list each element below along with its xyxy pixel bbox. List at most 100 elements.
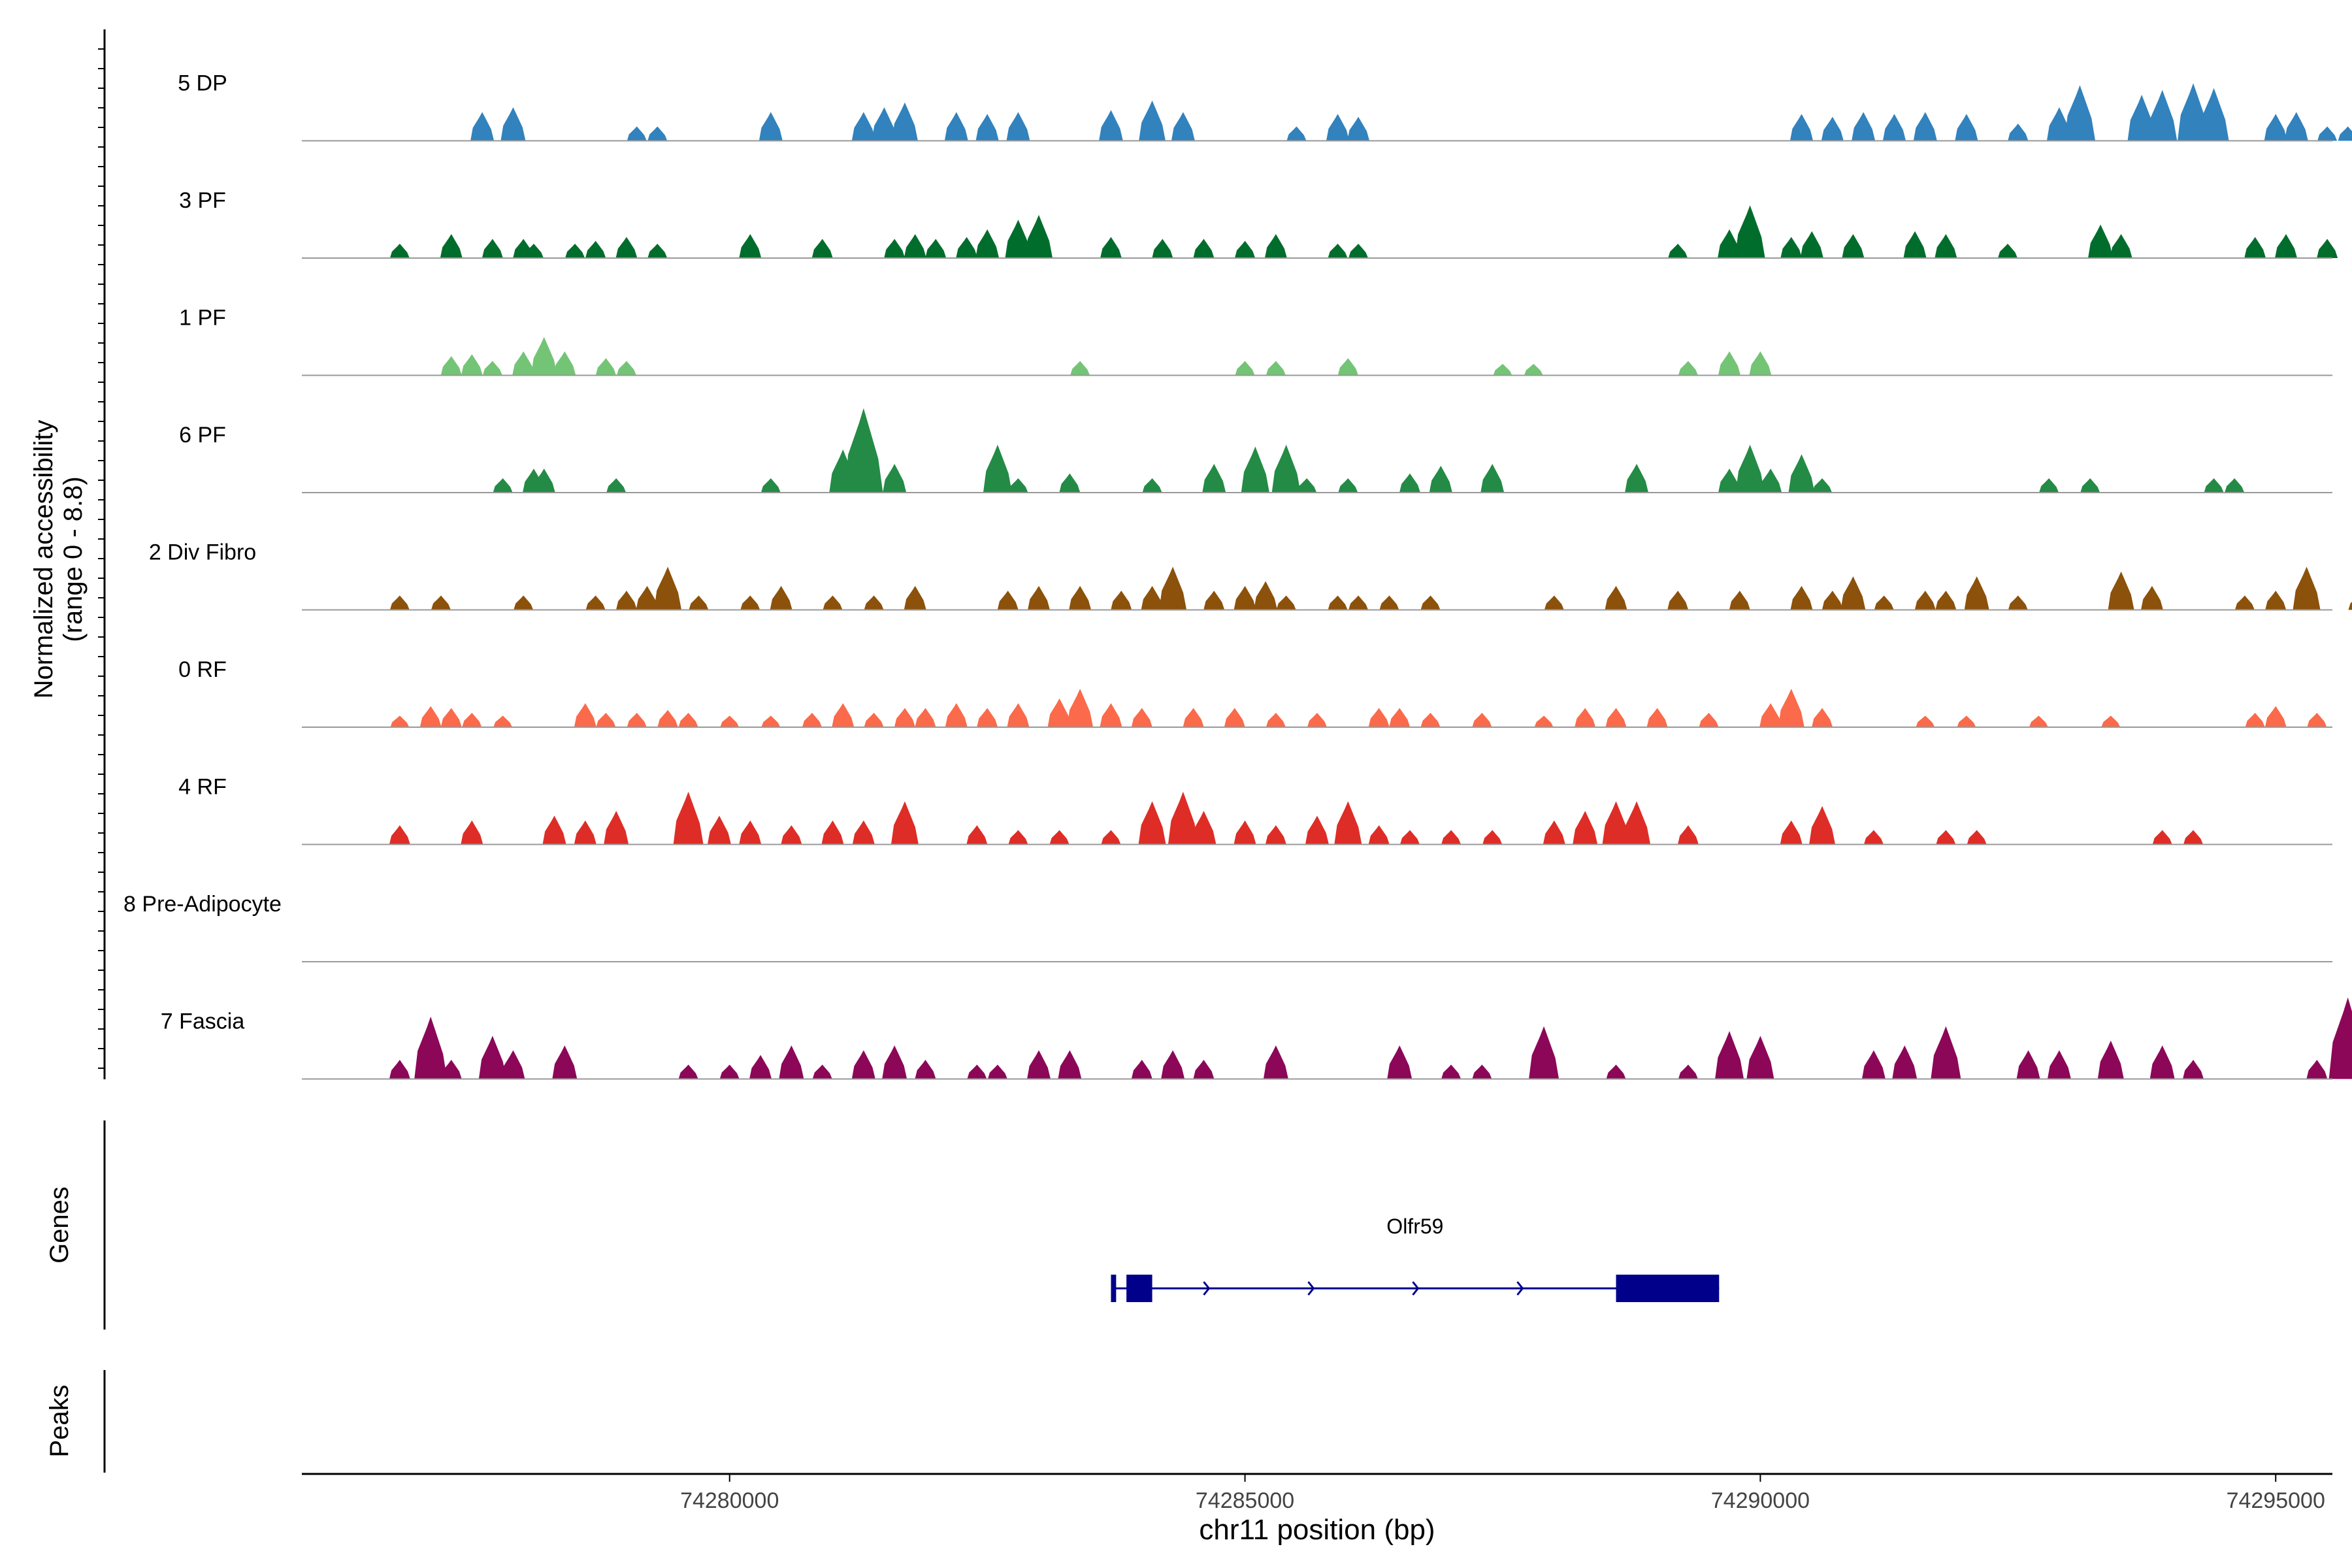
coverage-peak — [565, 243, 585, 258]
coverage-peak — [1168, 791, 1198, 845]
coverage-peak — [1913, 112, 1937, 141]
coverage-peak — [997, 591, 1019, 610]
coverage-peak — [542, 815, 566, 845]
coverage-peak — [977, 708, 998, 727]
coverage-peak — [1100, 237, 1122, 258]
coverage-peak — [574, 820, 596, 845]
coverage-peak — [1543, 820, 1565, 845]
coverage-peak — [673, 791, 704, 845]
coverage-peak — [627, 712, 647, 727]
coverage-peak — [1131, 1060, 1152, 1079]
coverage-peak — [523, 243, 544, 258]
coverage-peak — [975, 229, 1000, 258]
coverage-peak — [1348, 243, 1369, 258]
coverage-peak — [2039, 478, 2059, 493]
coverage-peak — [493, 478, 513, 493]
coverage-peak — [904, 234, 926, 258]
coverage-peak — [781, 825, 802, 845]
coverage-peak — [851, 1050, 875, 1079]
coverage-peak — [1307, 712, 1327, 727]
coverage-peak — [925, 238, 947, 258]
coverage-peak — [2088, 224, 2114, 258]
coverage-peak — [2198, 88, 2229, 141]
gene-name-label: Olfr59 — [1386, 1215, 1443, 1238]
coverage-peak — [2140, 585, 2163, 610]
coverage-peak — [1812, 708, 1833, 727]
track-8-pre-adipocyte: 8 Pre-Adipocyte — [123, 892, 2332, 962]
coverage-peak — [553, 351, 576, 376]
coverage-peak — [1749, 351, 1772, 376]
coverage-peak — [1957, 715, 1976, 727]
coverage-peak — [1441, 830, 1462, 845]
coverage-peak — [872, 107, 897, 141]
coverage-peak — [1347, 116, 1370, 141]
coverage-peak — [1387, 1045, 1413, 1079]
coverage-peak — [1286, 126, 1307, 141]
coverage-peak — [654, 566, 682, 610]
strand-arrow — [1307, 1281, 1315, 1296]
coverage-peak — [884, 238, 906, 258]
coverage-peak — [2306, 1060, 2328, 1079]
coverage-peak — [596, 712, 616, 727]
coverage-peak — [462, 712, 482, 727]
coverage-peak — [967, 1064, 987, 1079]
coverage-peak — [2265, 591, 2287, 610]
coverage-peak — [956, 237, 977, 258]
coverage-peak — [1368, 708, 1390, 727]
coverage-peak — [707, 815, 731, 845]
coverage-peak — [1935, 591, 1957, 610]
coverage-peak — [2080, 478, 2100, 493]
track-label: 7 Fascia — [161, 1009, 245, 1034]
coverage-peak — [1008, 478, 1028, 493]
coverage-peak — [1718, 351, 1741, 376]
coverage-peak — [823, 595, 843, 610]
coverage-peak — [1193, 238, 1215, 258]
coverage-peak — [615, 237, 638, 258]
coverage-peak — [431, 595, 451, 610]
coverage-peak — [585, 595, 606, 610]
coverage-peak — [2183, 1060, 2204, 1079]
coverage-peak — [1529, 1026, 1560, 1079]
coverage-peak — [1842, 234, 1865, 258]
coverage-peak — [1271, 444, 1301, 493]
coverage-peak — [482, 238, 503, 258]
coverage-peak — [1338, 478, 1358, 493]
coverage-peak — [1678, 361, 1698, 376]
coverage-peak — [1224, 708, 1245, 727]
coverage-peak — [1892, 1045, 1918, 1079]
coverage-peak — [1861, 1050, 1886, 1079]
track-0-rf: 0 RF — [178, 657, 2332, 728]
coverage-peak — [1276, 595, 1296, 610]
coverage-peak — [1882, 114, 1906, 141]
coverage-peak — [2264, 114, 2287, 141]
coverage-tracks: 5 DP 3 PF 1 PF 6 PF 2 Div Fibro 0 RF 4 RF 8 Pre… — [123, 71, 2352, 1080]
genes-panel-label: Genes — [45, 1186, 74, 1264]
coverage-peak — [1101, 830, 1121, 845]
coverage-peak — [1389, 708, 1411, 727]
coverage-peak — [2234, 595, 2255, 610]
coverage-peak — [760, 478, 781, 493]
coverage-peak — [501, 1050, 525, 1079]
coverage-peak — [678, 712, 698, 727]
coverage-peak — [1788, 454, 1815, 493]
coverage-peak — [1759, 468, 1782, 493]
coverage-peak — [531, 336, 557, 376]
x-tick-label: 74295000 — [2227, 1488, 2325, 1513]
coverage-peak — [461, 354, 483, 376]
coverage-peak — [2293, 566, 2321, 610]
coverage-peak — [1935, 234, 1957, 258]
coverage-peak — [915, 1060, 936, 1079]
coverage-peak — [1025, 214, 1053, 258]
coverage-peak — [1735, 444, 1765, 493]
coverage-peak — [1472, 1064, 1492, 1079]
track-2-div-fibro: 2 Div Fibro — [149, 540, 2352, 611]
coverage-peak — [1790, 585, 1813, 610]
coverage-peak — [552, 1045, 578, 1079]
gene-exon — [1126, 1275, 1152, 1302]
coverage-peak — [1141, 585, 1164, 610]
coverage-peak — [532, 468, 555, 493]
coverage-peak — [606, 478, 627, 493]
coverage-peak — [1328, 243, 1348, 258]
coverage-peak — [1241, 446, 1269, 493]
